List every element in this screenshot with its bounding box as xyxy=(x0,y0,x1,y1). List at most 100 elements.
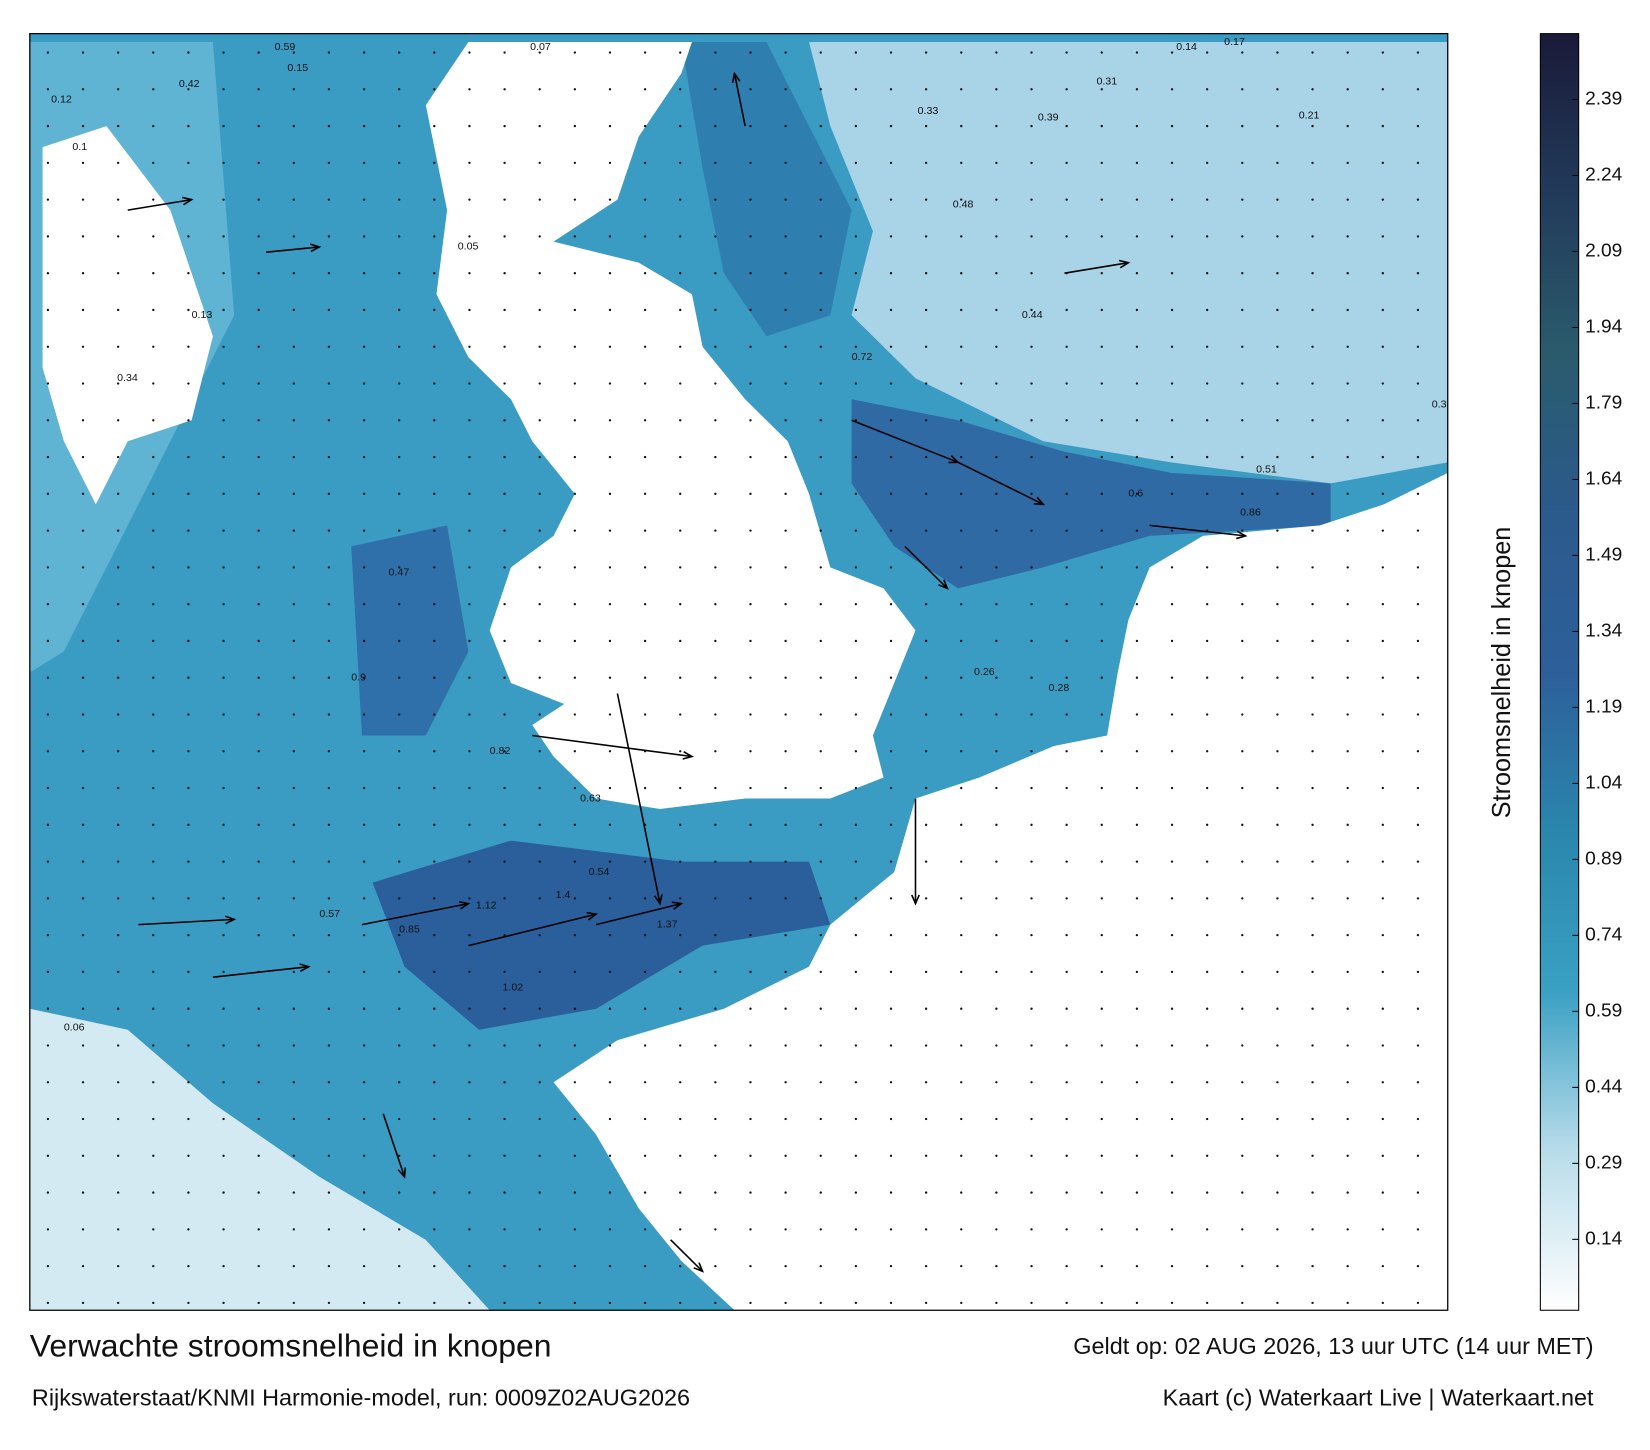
grid-dot xyxy=(960,308,963,312)
grid-dot xyxy=(714,639,717,643)
grid-dot xyxy=(116,419,120,422)
arrow-head xyxy=(1033,496,1046,506)
grid-dot xyxy=(924,823,928,826)
grid-dot xyxy=(819,161,822,165)
grid-dot xyxy=(1416,1301,1420,1305)
grid-dot xyxy=(784,51,787,54)
speed-label: 0.1 xyxy=(72,141,87,153)
arrow xyxy=(266,246,320,253)
grid-dot xyxy=(854,676,858,679)
grid-dot xyxy=(1030,382,1033,385)
grid-dot xyxy=(468,1007,471,1010)
grid-dot xyxy=(643,1007,647,1010)
grid-dot xyxy=(573,860,577,863)
grid-dot xyxy=(46,970,50,974)
grid-dot xyxy=(1030,455,1033,459)
grid-dot xyxy=(398,1228,401,1231)
grid-dot xyxy=(819,860,822,863)
grid-dot xyxy=(1065,676,1068,679)
grid-dot xyxy=(854,1191,858,1194)
grid-dot xyxy=(538,970,541,974)
grid-dot xyxy=(362,51,366,54)
grid-dot xyxy=(573,1081,577,1084)
grid-dot xyxy=(749,713,752,716)
grid-dot xyxy=(187,51,190,54)
grid-dot xyxy=(398,1154,401,1157)
grid-dot xyxy=(608,603,612,606)
grid-dot xyxy=(714,860,717,863)
grid-dot xyxy=(573,1301,577,1305)
grid-dot xyxy=(1346,382,1349,385)
grid-dot xyxy=(679,676,682,679)
grid-dot xyxy=(924,272,928,275)
arrow-head xyxy=(182,196,194,206)
grid-dot xyxy=(1381,713,1384,716)
grid-dot xyxy=(714,124,717,128)
grid-dot xyxy=(1381,1191,1384,1194)
grid-dot xyxy=(433,823,436,826)
grid-dot xyxy=(1311,1264,1314,1268)
grid-dot xyxy=(995,529,998,532)
grid-dot xyxy=(1241,308,1244,312)
grid-dot xyxy=(1311,1191,1314,1194)
grid-dot xyxy=(81,566,85,569)
grid-dot xyxy=(1311,823,1314,826)
grid-dot xyxy=(924,492,928,495)
grid-dot xyxy=(1416,713,1420,716)
grid-dot xyxy=(503,529,506,532)
arrow xyxy=(616,693,661,904)
grid-dot xyxy=(538,1301,541,1305)
grid-dot xyxy=(1135,713,1139,716)
grid-dot xyxy=(854,933,858,937)
grid-dot xyxy=(1170,198,1174,201)
grid-dot xyxy=(819,970,822,974)
grid-dot xyxy=(1065,345,1068,348)
arrow-head xyxy=(693,1262,705,1273)
grid-dot xyxy=(116,970,120,974)
grid-dot xyxy=(1205,1191,1209,1194)
grid-dot xyxy=(327,676,331,679)
grid-dot xyxy=(46,308,50,312)
grid-dot xyxy=(81,1264,85,1268)
grid-dot xyxy=(81,124,85,128)
grid-dot xyxy=(749,1191,752,1194)
grid-dot xyxy=(608,1081,612,1084)
grid-dot xyxy=(819,639,822,643)
grid-dot xyxy=(1346,750,1349,753)
grid-dot xyxy=(222,897,225,900)
grid-dot xyxy=(152,1228,155,1231)
grid-dot xyxy=(1030,1264,1033,1268)
grid-dot xyxy=(81,933,85,937)
grid-dot xyxy=(503,823,506,826)
grid-dot xyxy=(1416,235,1420,238)
grid-dot xyxy=(538,1044,541,1047)
grid-dot xyxy=(889,198,893,201)
grid-dot xyxy=(679,272,682,275)
grid-dot xyxy=(819,51,822,54)
grid-dot xyxy=(152,566,155,569)
arrow xyxy=(670,1239,704,1272)
grid-dot xyxy=(1276,603,1279,606)
grid-dot xyxy=(292,124,295,128)
grid-dot xyxy=(819,529,822,532)
grid-dot xyxy=(503,382,506,385)
grid-dot xyxy=(46,676,50,679)
grid-dot xyxy=(889,529,893,532)
grid-dot xyxy=(960,88,963,91)
grid-dot xyxy=(1346,198,1349,201)
grid-dot xyxy=(679,1301,682,1305)
grid-dot xyxy=(187,529,190,532)
grid-dot xyxy=(46,823,50,826)
grid-dot xyxy=(81,1154,85,1157)
grid-dot xyxy=(81,1228,85,1231)
grid-dot xyxy=(573,897,577,900)
grid-dot xyxy=(643,1191,647,1194)
grid-dot xyxy=(433,51,436,54)
grid-dot xyxy=(749,88,752,91)
grid-dot xyxy=(643,603,647,606)
grid-dot xyxy=(1030,345,1033,348)
grid-dot xyxy=(257,492,260,495)
grid-dot xyxy=(538,1264,541,1268)
grid-dot xyxy=(503,566,506,569)
grid-dot xyxy=(714,51,717,54)
